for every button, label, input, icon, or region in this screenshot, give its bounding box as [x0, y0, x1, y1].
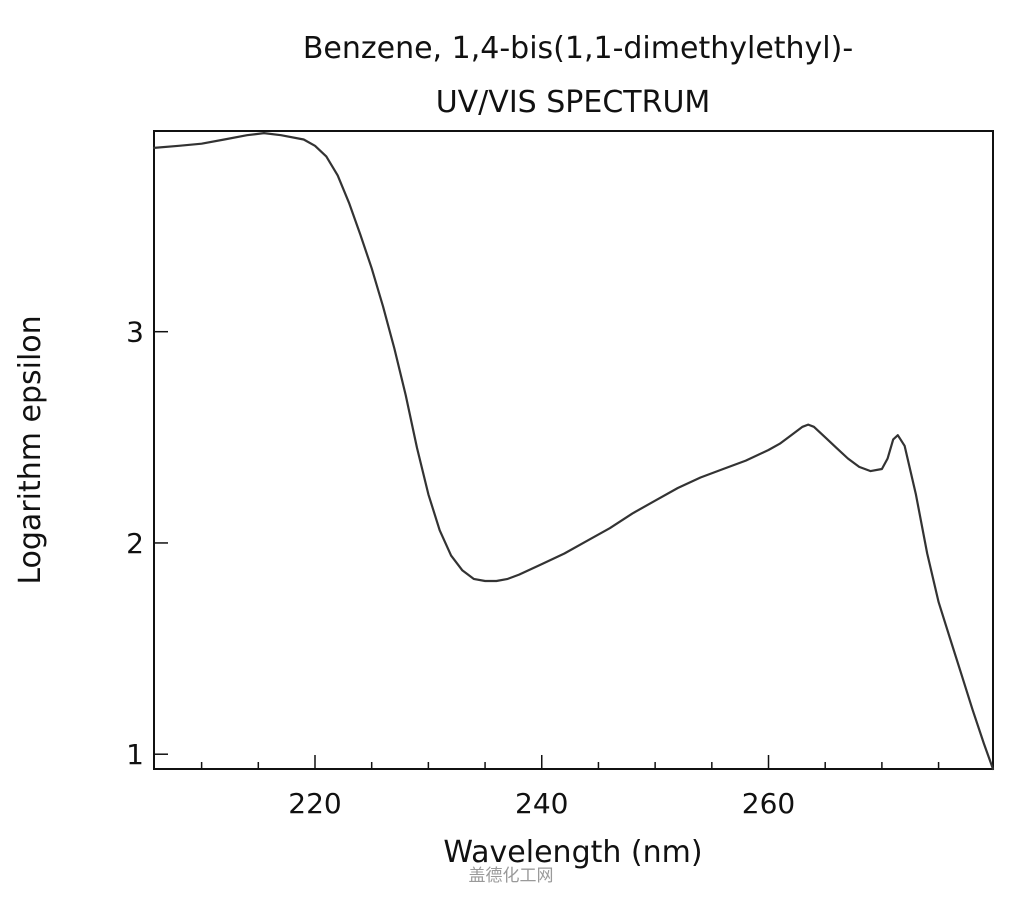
- x-tick-label: 240: [515, 787, 568, 820]
- plot-frame: [153, 130, 994, 770]
- y-tick-label: 3: [126, 316, 144, 349]
- y-axis-ticks: 1 2 3: [126, 316, 168, 771]
- x-axis-label: Wavelength (nm): [443, 835, 702, 870]
- y-axis-label: Logarithm epsilon: [13, 315, 48, 584]
- x-tick-label: 260: [742, 787, 795, 820]
- x-tick-label: 220: [288, 787, 341, 820]
- spectrum-line: [152, 132, 995, 771]
- chart-title: Benzene, 1,4-bis(1,1-dimethylethyl)-: [303, 31, 853, 66]
- y-tick-label: 2: [126, 527, 144, 560]
- chart-subtitle: UV/VIS SPECTRUM: [436, 85, 711, 120]
- x-axis-ticks: 220 240 260: [200, 755, 940, 820]
- watermark: 盖德化工网: [469, 866, 554, 886]
- y-tick-label: 1: [126, 738, 144, 771]
